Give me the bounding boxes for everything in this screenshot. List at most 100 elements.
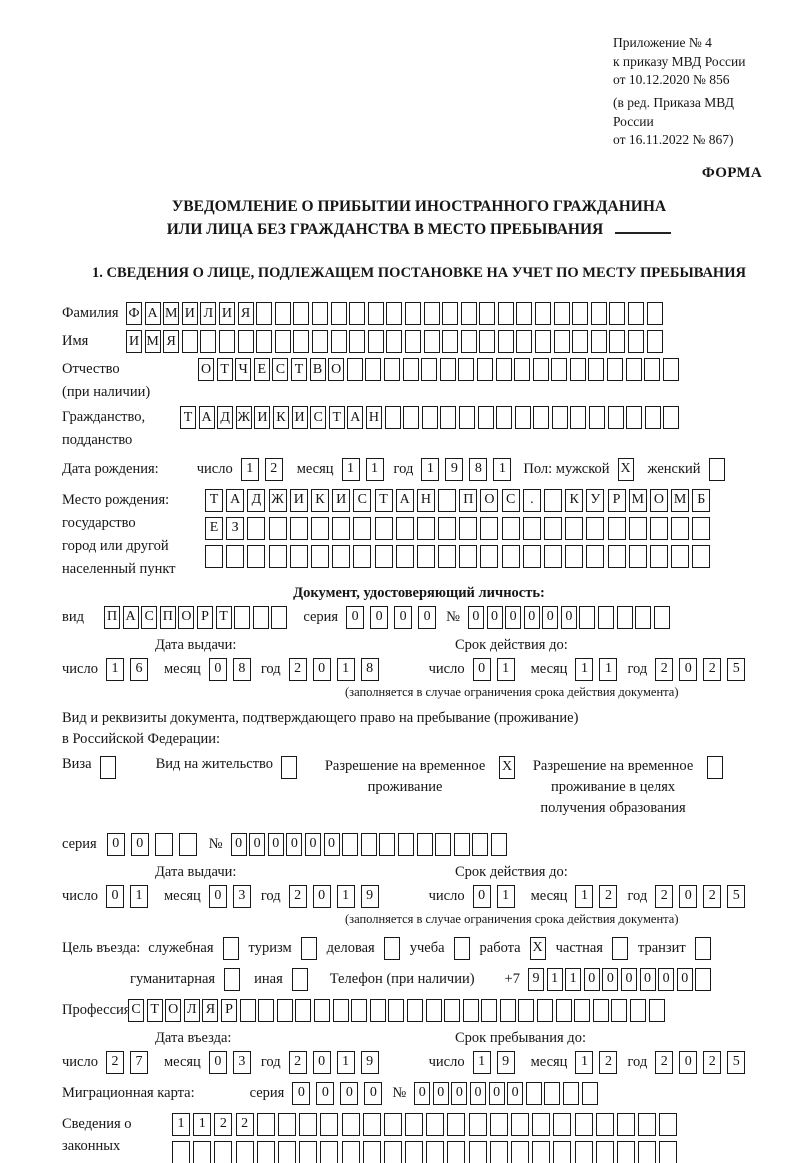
char-box — [383, 1140, 402, 1163]
char-box — [99, 755, 116, 779]
char-box — [395, 544, 414, 568]
char-box — [626, 406, 643, 430]
number-label: № — [392, 1084, 407, 1101]
char-box: Е — [205, 516, 223, 540]
char-box: 0 — [679, 884, 698, 908]
char-box: К — [310, 488, 329, 512]
char-box — [224, 967, 241, 991]
char-box — [222, 936, 239, 960]
char-box: 0 — [507, 1081, 524, 1105]
char-box: 2 — [655, 1050, 674, 1074]
char-box — [247, 544, 266, 568]
header-line: к приказу МВД России — [613, 53, 746, 69]
sex-female-checkbox — [708, 457, 725, 481]
char-box — [635, 605, 652, 629]
char-box — [616, 605, 633, 629]
char-box — [416, 832, 433, 856]
char-box — [369, 998, 386, 1022]
char-box: 2 — [599, 884, 618, 908]
day-label: число — [196, 460, 233, 477]
char-box: 5 — [727, 1050, 746, 1074]
day-label: число — [428, 887, 465, 904]
representatives-row: Сведения о законных представителях (роди… — [62, 1112, 776, 1163]
char-box — [544, 516, 562, 540]
day-label: число — [62, 1053, 98, 1070]
sex-female-label: женский — [647, 460, 701, 477]
char-box: Р — [220, 998, 237, 1022]
char-box — [565, 516, 584, 540]
char-box — [628, 330, 645, 354]
char-box — [438, 488, 457, 512]
representatives-row2-boxes — [172, 1140, 692, 1163]
char-box: У — [586, 488, 605, 512]
char-box: Л — [183, 998, 200, 1022]
char-box: Я — [202, 998, 219, 1022]
char-box — [479, 302, 496, 326]
representatives-label-line: Сведения о — [62, 1115, 132, 1132]
char-box — [671, 516, 690, 540]
char-box — [570, 406, 587, 430]
citizenship-label: Гражданство, подданство — [62, 406, 180, 452]
purpose-private-checkbox — [611, 936, 628, 960]
char-box: 1 — [472, 1050, 491, 1074]
char-box: 0 — [292, 1081, 311, 1105]
month-label: месяц — [296, 460, 334, 477]
char-box: 1 — [365, 457, 384, 481]
char-box: 0 — [451, 1081, 468, 1105]
char-box — [653, 605, 670, 629]
visit-purpose-row: Цель въезда: служебная туризм деловая уч… — [62, 936, 776, 960]
char-box: 1 — [546, 967, 563, 991]
char-box — [592, 998, 609, 1022]
char-box: М — [144, 330, 161, 354]
char-box: 0 — [249, 832, 266, 856]
char-box — [514, 358, 531, 382]
char-box: 0 — [620, 967, 637, 991]
char-box — [490, 832, 507, 856]
char-box — [237, 330, 254, 354]
char-box: 0 — [523, 605, 540, 629]
char-box: 2 — [214, 1112, 233, 1136]
birth-date-label: Дата рождения: — [62, 460, 159, 477]
char-box — [252, 605, 269, 629]
char-box — [200, 330, 217, 354]
sex-male-checkbox: X — [617, 457, 634, 481]
day-label: число — [428, 660, 465, 677]
char-box: 1 — [336, 1050, 355, 1074]
char-box: Т — [180, 406, 196, 430]
char-box: И — [254, 406, 271, 430]
char-box: Д — [247, 488, 266, 512]
char-box — [598, 605, 615, 629]
char-box: 0 — [469, 1081, 486, 1105]
char-box — [426, 1112, 445, 1136]
visit-purpose-row2: гуманитарная иная Телефон (при наличии) … — [130, 967, 776, 991]
char-box — [616, 1112, 635, 1136]
char-box — [205, 544, 223, 568]
char-box: 1 — [193, 1112, 212, 1136]
char-box — [442, 330, 459, 354]
char-box — [572, 302, 589, 326]
char-box — [579, 605, 596, 629]
expiry-date-heading: Срок действия до: — [455, 863, 568, 880]
char-box — [365, 358, 382, 382]
profession-label: Профессия — [62, 1001, 131, 1018]
char-box: 0 — [472, 884, 491, 908]
sex-male-label: Пол: мужской — [523, 460, 610, 477]
char-box: 2 — [105, 1050, 124, 1074]
char-box: 0 — [230, 832, 247, 856]
char-box — [178, 832, 197, 856]
char-box — [662, 358, 679, 382]
char-box: А — [198, 406, 215, 430]
char-box: Я — [163, 330, 180, 354]
char-box — [423, 302, 440, 326]
purpose-option: учеба — [410, 936, 470, 960]
char-box — [489, 1140, 508, 1163]
